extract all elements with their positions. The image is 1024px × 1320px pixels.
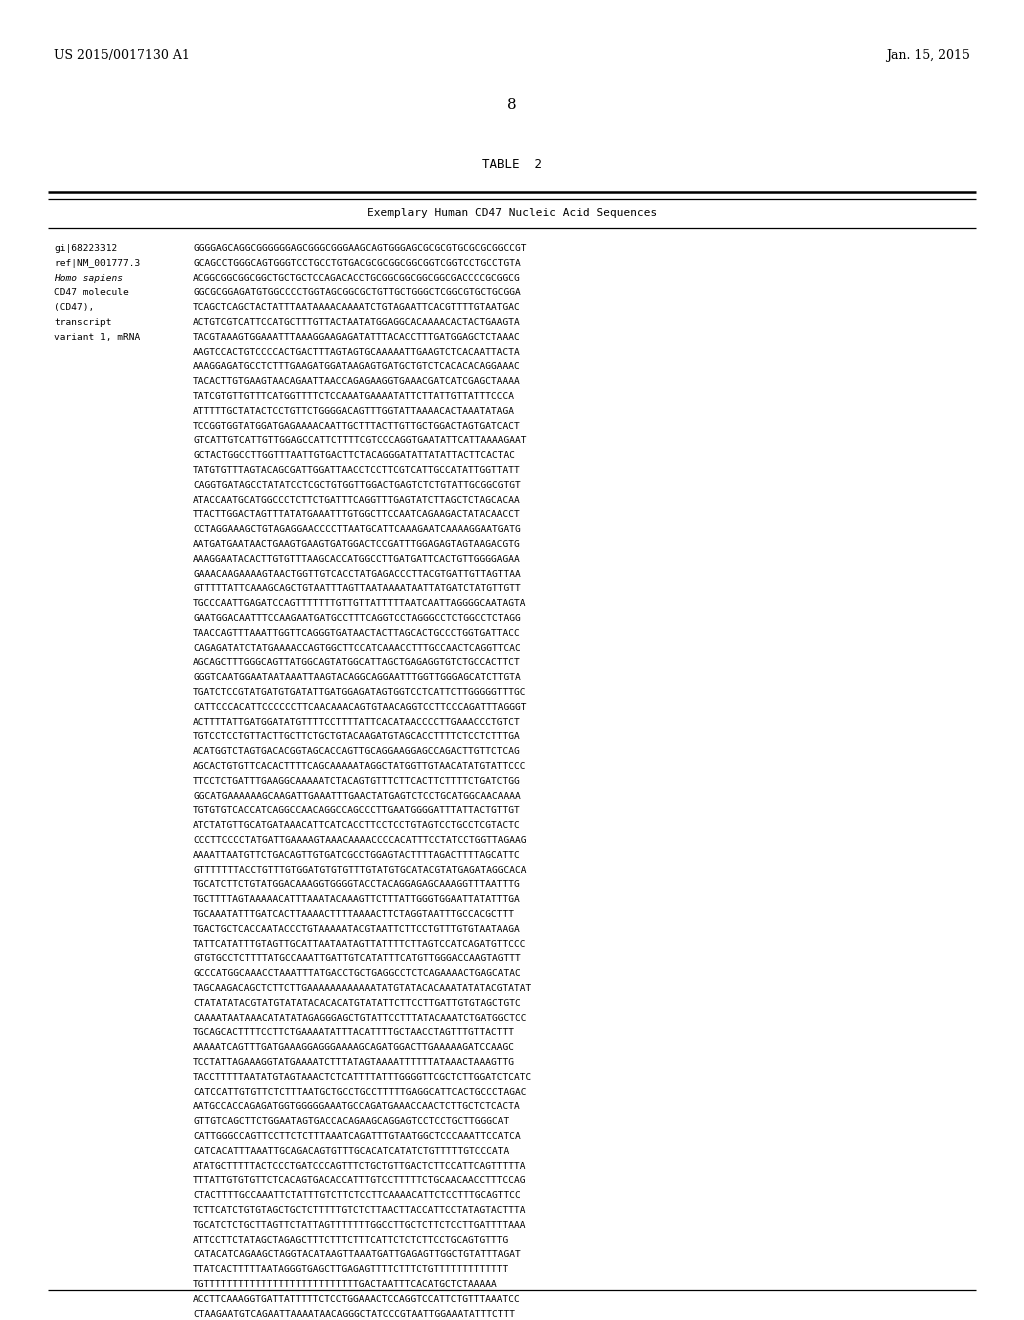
Text: TABLE  2: TABLE 2 (482, 158, 542, 172)
Text: (CD47),: (CD47), (54, 304, 94, 313)
Text: AGCAGCTTTGGGCAGTTATGGCAGTATGGCATTAGCTGAGAGGTGTCTGCCACTTCT: AGCAGCTTTGGGCAGTTATGGCAGTATGGCATTAGCTGAG… (193, 659, 521, 668)
Text: TCCTATTAGAAAGGTATGAAAATCTTTATAGTAAAATTTTTTATAAACTAAAGTTG: TCCTATTAGAAAGGTATGAAAATCTTTATAGTAAAATTTT… (193, 1059, 515, 1067)
Text: TCCGGTGGTATGGATGAGAAAACAATTGCTTTACTTGTTGCTGGACTAGTGATCACT: TCCGGTGGTATGGATGAGAAAACAATTGCTTTACTTGTTG… (193, 421, 521, 430)
Text: gi|68223312: gi|68223312 (54, 244, 118, 253)
Text: CTACTTTTGCCAAATTCTATTTGTCTTCTCCTTCAAAACATTCTCCTTTGCAGTTCC: CTACTTTTGCCAAATTCTATTTGTCTTCTCCTTCAAAACA… (193, 1191, 521, 1200)
Text: TCAGCTCAGCTACTATTTAATAAAACAAAATCTGTAGAATTCACGTTTTGTAATGAC: TCAGCTCAGCTACTATTTAATAAAACAAAATCTGTAGAAT… (193, 304, 521, 313)
Text: CATACATCAGAAGCTAGGTACATAAGTTAAATGATTGAGAGTTGGCTGTATTTAGAT: CATACATCAGAAGCTAGGTACATAAGTTAAATGATTGAGA… (193, 1250, 521, 1259)
Text: CATTCCCACATTCCCCCCTTCAACAAACAGTGTAACAGGTCCTTCCCAGATTTAGGGT: CATTCCCACATTCCCCCCTTCAACAAACAGTGTAACAGGT… (193, 702, 526, 711)
Text: GAAACAAGAAAAGTAACTGGTTGTCACCTATGAGACCCTTACGTGATTGTTAGTTAA: GAAACAAGAAAAGTAACTGGTTGTCACCTATGAGACCCTT… (193, 570, 521, 578)
Text: TAACCAGTTTAAATTGGTTCAGGGTGATAACTACTTAGCACTGCCCTGGTGATTACC: TAACCAGTTTAAATTGGTTCAGGGTGATAACTACTTAGCA… (193, 628, 521, 638)
Text: transcript: transcript (54, 318, 112, 327)
Text: ACTGTCGTCATTCCATGCTTTGTTACTAATATGGAGGCACAAAACACTACTGAAGTA: ACTGTCGTCATTCCATGCTTTGTTACTAATATGGAGGCAC… (193, 318, 521, 327)
Text: TTATCACTTTTTAATAGGGTGAGCTTGAGAGTTTTCTTTCTGTTTTTTTTTTTTT: TTATCACTTTTTAATAGGGTGAGCTTGAGAGTTTTCTTTC… (193, 1265, 509, 1274)
Text: GCTACTGGCCTTGGTTTAATTGTGACTTCTACAGGGATATTATATTACTTCACTAC: GCTACTGGCCTTGGTTTAATTGTGACTTCTACAGGGATAT… (193, 451, 515, 461)
Text: Homo sapiens: Homo sapiens (54, 273, 123, 282)
Text: GGCATGAAAAAAGCAAGATTGAAATTTGAACTATGAGTCTCCTGCATGGCAACAAAA: GGCATGAAAAAAGCAAGATTGAAATTTGAACTATGAGTCT… (193, 792, 521, 801)
Text: ACGGCGGCGGCGGCTGCTGCTCCAGACACCTGCGGCGGCGGCGGCGACCCCGCGGCG: ACGGCGGCGGCGGCTGCTGCTCCAGACACCTGCGGCGGCG… (193, 273, 521, 282)
Text: AAAGGAATACACTTGTGTTTAAGCACCATGGCCTTGATGATTCACTGTTGGGGAGAA: AAAGGAATACACTTGTGTTTAAGCACCATGGCCTTGATGA… (193, 554, 521, 564)
Text: TGCAGCACTTTTCCTTCTGAAAATATTTACATTTTGCTAACCTAGTTTGTTACTTT: TGCAGCACTTTTCCTTCTGAAAATATTTACATTTTGCTAA… (193, 1028, 515, 1038)
Text: TCTTCATCTGTGTAGCTGCTCTTTTTGTCTCTTAACTTACCATTCCTATAGTACTTTA: TCTTCATCTGTGTAGCTGCTCTTTTTGTCTCTTAACTTAC… (193, 1206, 526, 1214)
Text: CTAAGAATGTCAGAATTAAAATAACAGGGCTATCCCGTAATTGGAAATATTTCTTT: CTAAGAATGTCAGAATTAAAATAACAGGGCTATCCCGTAA… (193, 1309, 515, 1319)
Text: US 2015/0017130 A1: US 2015/0017130 A1 (54, 49, 189, 62)
Text: GGGGAGCAGGCGGGGGGAGCGGGCGGGAAGCAGTGGGAGCGCGCGTGCGCGCGGCCGT: GGGGAGCAGGCGGGGGGAGCGGGCGGGAAGCAGTGGGAGC… (193, 244, 526, 253)
Text: TGCAAATATTTGATCACTTAAAACTTTTAAAACTTCTAGGTAATTTGCCACGCTTT: TGCAAATATTTGATCACTTAAAACTTTTAAAACTTCTAGG… (193, 909, 515, 919)
Text: TACCTTTTTAATATGTAGTAAACTCTCATTTTATTTGGGGTTCGCTCTTGGATCTCATC: TACCTTTTTAATATGTAGTAAACTCTCATTTTATTTGGGG… (193, 1073, 532, 1082)
Text: GAATGGACAATTTCCAAGAATGATGCCTTTCAGGTCCTAGGGCCTCTGGCCTCTAGG: GAATGGACAATTTCCAAGAATGATGCCTTTCAGGTCCTAG… (193, 614, 521, 623)
Text: AAAATTAATGTTCTGACAGTTGTGATCGCCTGGAGTACTTTTAGACTTTTAGCATTC: AAAATTAATGTTCTGACAGTTGTGATCGCCTGGAGTACTT… (193, 851, 521, 859)
Text: ATTTTTGCTATACTCCTGTTCTGGGGACAGTTTGGTATTAAAACACTAAATATAGA: ATTTTTGCTATACTCCTGTTCTGGGGACAGTTTGGTATTA… (193, 407, 515, 416)
Text: Exemplary Human CD47 Nucleic Acid Sequences: Exemplary Human CD47 Nucleic Acid Sequen… (367, 209, 657, 218)
Text: CCTAGGAAAGCTGTAGAGGAACCCCTTAATGCATTCAAAGAATCAAAAGGAATGATG: CCTAGGAAAGCTGTAGAGGAACCCCTTAATGCATTCAAAG… (193, 525, 521, 535)
Text: CATCACATTTAAATTGCAGACAGTGTTTGCACATCATATCTGTTTTTGTCCCATA: CATCACATTTAAATTGCAGACAGTGTTTGCACATCATATC… (193, 1147, 509, 1156)
Text: TACACTTGTGAAGTAACAGAATTAACCAGAGAAGGTGAAACGATCATCGAGCTAAAA: TACACTTGTGAAGTAACAGAATTAACCAGAGAAGGTGAAA… (193, 378, 521, 387)
Text: AAAAATCAGTTTGATGAAAGGAGGGAAAAGCAGATGGACTTGAAAAAGATCCAAGC: AAAAATCAGTTTGATGAAAGGAGGGAAAAGCAGATGGACT… (193, 1043, 515, 1052)
Text: GTTTTTTTACCTGTTTGTGGATGTGTGTTTGTATGTGCATACGTATGAGATAGGCACA: GTTTTTTTACCTGTTTGTGGATGTGTGTTTGTATGTGCAT… (193, 866, 526, 875)
Text: TAGCAAGACAGCTCTTCTTGAAAAAAAAAAAATATGTATACACAAATATATACGTATAT: TAGCAAGACAGCTCTTCTTGAAAAAAAAAAAATATGTATA… (193, 983, 532, 993)
Text: TGCTTTTAGTAAAAACATTTAAATACAAAGTTCTTTATTGGGTGGAATTATATTTGA: TGCTTTTAGTAAAAACATTTAAATACAAAGTTCTTTATTG… (193, 895, 521, 904)
Text: CAAAATAATAAACATATATAGAGGGAGCTGTATTCCTTTATACAAATCTGATGGCTCC: CAAAATAATAAACATATATAGAGGGAGCTGTATTCCTTTA… (193, 1014, 526, 1023)
Text: GGCGCGGAGATGTGGCCCCTGGTAGCGGCGCTGTTGCTGGGCTCGGCGTGCTGCGGA: GGCGCGGAGATGTGGCCCCTGGTAGCGGCGCTGTTGCTGG… (193, 288, 521, 297)
Text: GCCCATGGCAAACCTAAATTTATGACCTGCTGAGGCCTCTCAGAAAACTGAGCATAC: GCCCATGGCAAACCTAAATTTATGACCTGCTGAGGCCTCT… (193, 969, 521, 978)
Text: AATGATGAATAACTGAAGTGAAGTGATGGACTCCGATTTGGAGAGTAGTAAGACGTG: AATGATGAATAACTGAAGTGAAGTGATGGACTCCGATTTG… (193, 540, 521, 549)
Text: 8: 8 (507, 98, 517, 112)
Text: ATTCCTTCTATAGCTAGAGCTTTCTTTCTTTCATTCTCTCTTCCTGCAGTGTTTG: ATTCCTTCTATAGCTAGAGCTTTCTTTCTTTCATTCTCTC… (193, 1236, 509, 1245)
Text: CAGAGATATCTATGAAAACCAGTGGCTTCCATCAAACCTTTGCCAACTCAGGTTCAC: CAGAGATATCTATGAAAACCAGTGGCTTCCATCAAACCTT… (193, 644, 521, 652)
Text: ATATGCTTTTTACTCCCTGATCCCAGTTTCTGCTGTTGACTCTTCCATTCAGTTTTTA: ATATGCTTTTTACTCCCTGATCCCAGTTTCTGCTGTTGAC… (193, 1162, 526, 1171)
Text: TGTGTGTCACCATCAGGCCAACAGGCCAGCCCTTGAATGGGGATTTATTACTGTTGT: TGTGTGTCACCATCAGGCCAACAGGCCAGCCCTTGAATGG… (193, 807, 521, 816)
Text: TATTCATATTTGTAGTTGCATTAATAATAGTTATTTTCTTAGTCCATCAGATGTTCCC: TATTCATATTTGTAGTTGCATTAATAATAGTTATTTTCTT… (193, 940, 526, 949)
Text: TTCCTCTGATTTGAAGGCAAAAATCTACAGTGTTTCTTCACTTCTTTTCTGATCTGG: TTCCTCTGATTTGAAGGCAAAAATCTACAGTGTTTCTTCA… (193, 776, 521, 785)
Text: ACCTTCAAAGGTGATTATTTTTCTCCTGGAAACTCCAGGTCCATTCTGTTTAAATCC: ACCTTCAAAGGTGATTATTTTTCTCCTGGAAACTCCAGGT… (193, 1295, 521, 1304)
Text: AATGCCACCAGAGATGGTGGGGGAAATGCCAGATGAAACCAACTCTTGCTCTCACTA: AATGCCACCAGAGATGGTGGGGGAAATGCCAGATGAAACC… (193, 1102, 521, 1111)
Text: CATCCATTGTGTTCTCTTTAATGCTGCCTGCCTTTTTGAGGCATTCACTGCCCTAGAC: CATCCATTGTGTTCTCTTTAATGCTGCCTGCCTTTTTGAG… (193, 1088, 526, 1097)
Text: Jan. 15, 2015: Jan. 15, 2015 (886, 49, 970, 62)
Text: AAGTCCACTGTCCCCACTGACTTTAGTAGTGCAAAAATTGAAGTCTCACAATTACTA: AAGTCCACTGTCCCCACTGACTTTAGTAGTGCAAAAATTG… (193, 347, 521, 356)
Text: TATGTGTTTAGTACAGCGATTGGATTAACCTCCTTCGTCATTGCCATATTGGTTATT: TATGTGTTTAGTACAGCGATTGGATTAACCTCCTTCGTCA… (193, 466, 521, 475)
Text: ATACCAATGCATGGCCCTCTTCTGATTTCAGGTTTGAGTATCTTAGCTCTAGCACAA: ATACCAATGCATGGCCCTCTTCTGATTTCAGGTTTGAGTA… (193, 495, 521, 504)
Text: GTGTGCCTCTTTTATGCCAAATTGATTGTCATATTTCATGTTGGGACCAAGTAGTTT: GTGTGCCTCTTTTATGCCAAATTGATTGTCATATTTCATG… (193, 954, 521, 964)
Text: variant 1, mRNA: variant 1, mRNA (54, 333, 140, 342)
Text: TGATCTCCGTATGATGTGATATTGATGGAGATAGTGGTCCTCATTCTTGGGGGTTTGC: TGATCTCCGTATGATGTGATATTGATGGAGATAGTGGTCC… (193, 688, 526, 697)
Text: ATCTATGTTGCATGATAAACATTCATCACCTTCCTCCTGTAGTCCTGCCTCGTACTC: ATCTATGTTGCATGATAAACATTCATCACCTTCCTCCTGT… (193, 821, 521, 830)
Text: TTTATTGTGTGTTCTCACAGTGACACCATTTGTCCTTTTTCTGCAACAACCTTTCCAG: TTTATTGTGTGTTCTCACAGTGACACCATTTGTCCTTTTT… (193, 1176, 526, 1185)
Text: TACGTAAAGTGGAAATTTAAAGGAAGAGATATTTACACCTTTGATGGAGCTCTAAAC: TACGTAAAGTGGAAATTTAAAGGAAGAGATATTTACACCT… (193, 333, 521, 342)
Text: TATCGTGTTGTTTCATGGTTTTCTCCAAATGAAAATATTCTTATTGTTATTTCCCA: TATCGTGTTGTTTCATGGTTTTCTCCAAATGAAAATATTC… (193, 392, 515, 401)
Text: TGTCCTCCTGTTACTTGCTTCTGCTGTACAAGATGTAGCACCTTTTCTCCTCTTTGA: TGTCCTCCTGTTACTTGCTTCTGCTGTACAAGATGTAGCA… (193, 733, 521, 742)
Text: ref|NM_001777.3: ref|NM_001777.3 (54, 259, 140, 268)
Text: GCAGCCTGGGCAGTGGGTCCTGCCTGTGACGCGCGGCGGCGGTCGGTCCTGCCTGTA: GCAGCCTGGGCAGTGGGTCCTGCCTGTGACGCGCGGCGGC… (193, 259, 521, 268)
Text: TTACTTGGACTAGTTTATATGAAATTTGTGGCTTCCAATCAGAAGACTATACAACCT: TTACTTGGACTAGTTTATATGAAATTTGTGGCTTCCAATC… (193, 511, 521, 519)
Text: CAGGTGATAGCCTATATCCTCGCTGTGGTTGGACTGAGTCTCTGTATTGCGGCGTGT: CAGGTGATAGCCTATATCCTCGCTGTGGTTGGACTGAGTC… (193, 480, 521, 490)
Text: TGCATCTTCTGTATGGACAAAGGTGGGGTACCTACAGGAGAGCAAAGGTTTAATTTG: TGCATCTTCTGTATGGACAAAGGTGGGGTACCTACAGGAG… (193, 880, 521, 890)
Text: TGTTTTTTTTTTTTTTTTTTTTTTTTTTTGACTAATTTCACATGCTCTAAAAA: TGTTTTTTTTTTTTTTTTTTTTTTTTTTTGACTAATTTCA… (193, 1280, 498, 1290)
Text: TGCCCAATTGAGATCCAGTTTTTTTGTTGTTATTTTTAATCAATTAGGGGCAATAGTA: TGCCCAATTGAGATCCAGTTTTTTTGTTGTTATTTTTAAT… (193, 599, 526, 609)
Text: GTTTTTATTCAAAGCAGCTGTAATTTAGTTAATAAAATAATTATGATCTATGTTGTT: GTTTTTATTCAAAGCAGCTGTAATTTAGTTAATAAAATAA… (193, 585, 521, 594)
Text: GTCATTGTCATTGTTGGAGCCATTCTTTTCGTCCCAGGTGAATATTCATTAAAAGAAT: GTCATTGTCATTGTTGGAGCCATTCTTTTCGTCCCAGGTG… (193, 437, 526, 445)
Text: CTATATATACGTATGTATATACACACATGTATATTCTTCCTTGATTGTGTAGCTGTC: CTATATATACGTATGTATATACACACATGTATATTCTTCC… (193, 999, 521, 1007)
Text: ACTTTTATTGATGGATATGTTTTCCTTTTATTCACATAACCCCTTGAAACCCTGTCT: ACTTTTATTGATGGATATGTTTTCCTTTTATTCACATAAC… (193, 718, 521, 726)
Text: GGGTCAATGGAATAATAAATTAAGTACAGGCAGGAATTTGGTTGGGAGCATCTTGTA: GGGTCAATGGAATAATAAATTAAGTACAGGCAGGAATTTG… (193, 673, 521, 682)
Text: TGACTGCTCACCAATACCCTGTAAAAATACGTAATTCTTCCTGTTTGTGTAATAAGA: TGACTGCTCACCAATACCCTGTAAAAATACGTAATTCTTC… (193, 925, 521, 933)
Text: ACATGGTCTAGTGACACGGTAGCACCAGTTGCAGGAAGGAGCCAGACTTGTTCTCAG: ACATGGTCTAGTGACACGGTAGCACCAGTTGCAGGAAGGA… (193, 747, 521, 756)
Text: CATTGGGCCAGTTCCTTCTCTTTAAATCAGATTTGTAATGGCTCCCAAATTCCATCA: CATTGGGCCAGTTCCTTCTCTTTAAATCAGATTTGTAATG… (193, 1133, 521, 1140)
Text: GTTGTCAGCTTCTGGAATAGTGACCACAGAAGCAGGAGTCCTCCTGCTTGGGCAT: GTTGTCAGCTTCTGGAATAGTGACCACAGAAGCAGGAGTC… (193, 1117, 509, 1126)
Text: CCCTTCCCCTATGATTGAAAAGTAAACAAAACCCCACATTTCCTATCCTGGTTAGAAG: CCCTTCCCCTATGATTGAAAAGTAAACAAAACCCCACATT… (193, 836, 526, 845)
Text: AGCACTGTGTTCACACTTTTCAGCAAAAATAGGCTATGGTTGTAACATATGTATTCCC: AGCACTGTGTTCACACTTTTCAGCAAAAATAGGCTATGGT… (193, 762, 526, 771)
Text: TGCATCTCTGCTTAGTTCTATTAGTTTTTTTGGCCTTGCTCTTCTCCTTGATTTTAAA: TGCATCTCTGCTTAGTTCTATTAGTTTTTTTGGCCTTGCT… (193, 1221, 526, 1230)
Text: AAAGGAGATGCCTCTTTGAAGATGGATAAGAGTGATGCTGTCTCACACACAGGAAAC: AAAGGAGATGCCTCTTTGAAGATGGATAAGAGTGATGCTG… (193, 363, 521, 371)
Text: CD47 molecule: CD47 molecule (54, 288, 129, 297)
